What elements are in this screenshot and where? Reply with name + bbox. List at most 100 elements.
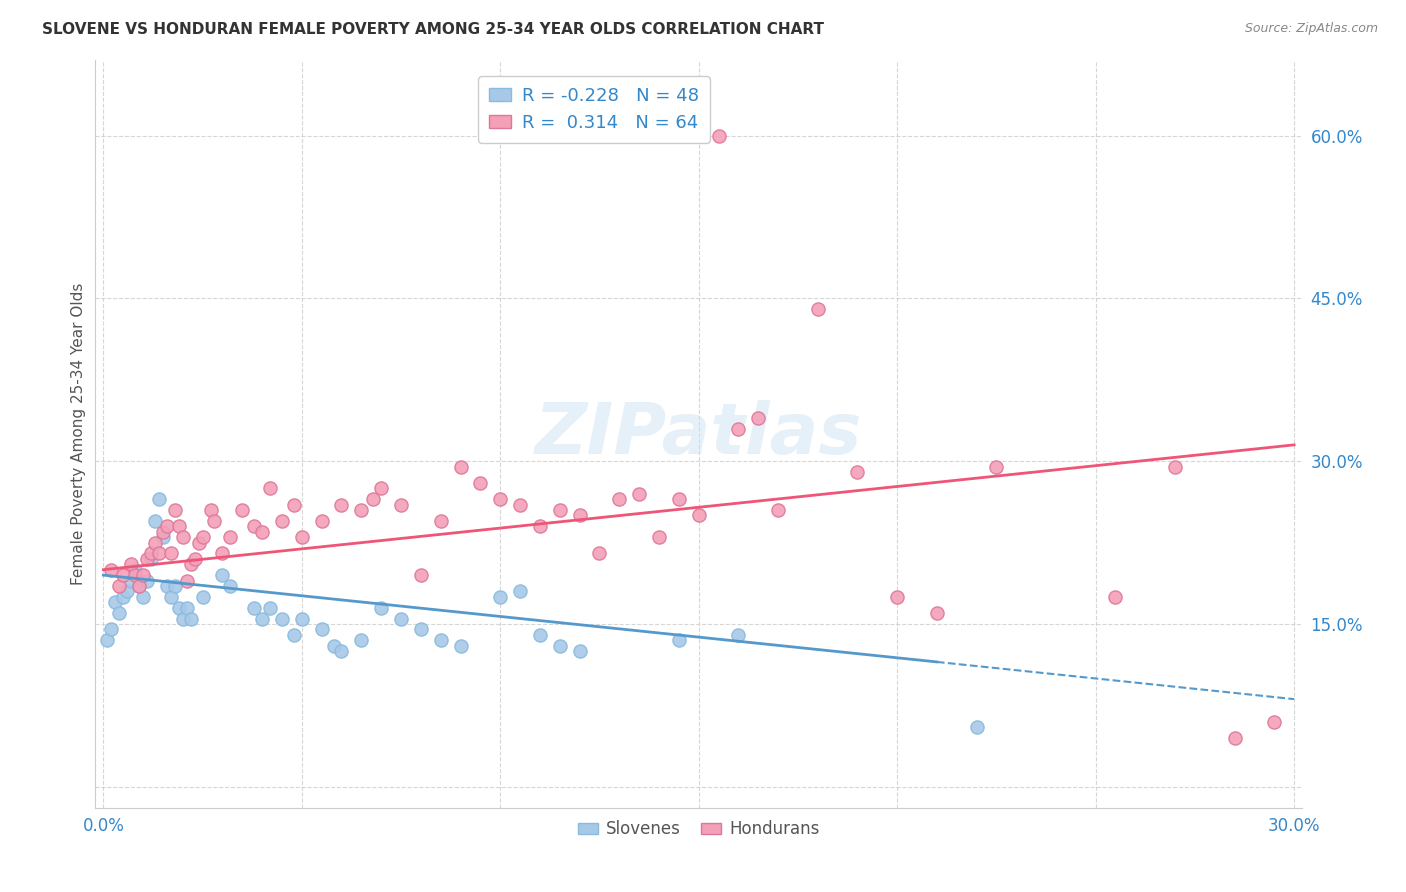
Point — [727, 628, 749, 642]
Point — [148, 492, 170, 507]
Point — [211, 546, 233, 560]
Point — [846, 465, 869, 479]
Point — [568, 508, 591, 523]
Point — [152, 524, 174, 539]
Point — [176, 600, 198, 615]
Point — [283, 628, 305, 642]
Point — [1263, 714, 1285, 729]
Point — [219, 579, 242, 593]
Point — [112, 590, 135, 604]
Point — [124, 563, 146, 577]
Point — [132, 568, 155, 582]
Point — [747, 410, 769, 425]
Point — [100, 623, 122, 637]
Point — [291, 611, 314, 625]
Point — [766, 503, 789, 517]
Text: ZIPatlas: ZIPatlas — [536, 400, 862, 468]
Point — [628, 486, 651, 500]
Point — [204, 514, 226, 528]
Point — [108, 579, 131, 593]
Point — [361, 492, 384, 507]
Point — [143, 514, 166, 528]
Point — [172, 530, 194, 544]
Point — [568, 644, 591, 658]
Point — [163, 579, 186, 593]
Point — [139, 551, 162, 566]
Point — [311, 623, 333, 637]
Point — [167, 600, 190, 615]
Point — [1104, 590, 1126, 604]
Point — [489, 590, 512, 604]
Point — [143, 535, 166, 549]
Y-axis label: Female Poverty Among 25-34 Year Olds: Female Poverty Among 25-34 Year Olds — [72, 283, 86, 585]
Point — [330, 498, 353, 512]
Point — [250, 524, 273, 539]
Point — [250, 611, 273, 625]
Point — [128, 579, 150, 593]
Point — [925, 606, 948, 620]
Point — [470, 475, 492, 490]
Point — [509, 584, 531, 599]
Point — [668, 492, 690, 507]
Point — [529, 519, 551, 533]
Point — [509, 498, 531, 512]
Text: SLOVENE VS HONDURAN FEMALE POVERTY AMONG 25-34 YEAR OLDS CORRELATION CHART: SLOVENE VS HONDURAN FEMALE POVERTY AMONG… — [42, 22, 824, 37]
Point — [132, 590, 155, 604]
Point — [136, 574, 159, 588]
Point — [96, 633, 118, 648]
Point — [807, 302, 830, 317]
Point — [330, 644, 353, 658]
Point — [120, 558, 142, 572]
Point — [100, 563, 122, 577]
Point — [450, 459, 472, 474]
Point — [231, 503, 253, 517]
Point — [200, 503, 222, 517]
Point — [191, 530, 214, 544]
Point — [350, 633, 373, 648]
Point — [112, 568, 135, 582]
Point — [291, 530, 314, 544]
Point — [283, 498, 305, 512]
Point — [163, 503, 186, 517]
Point — [489, 492, 512, 507]
Point — [409, 623, 432, 637]
Point — [707, 128, 730, 143]
Point — [548, 503, 571, 517]
Point — [136, 551, 159, 566]
Point — [966, 720, 988, 734]
Point — [529, 628, 551, 642]
Point — [370, 481, 392, 495]
Point — [450, 639, 472, 653]
Point — [156, 519, 179, 533]
Point — [259, 600, 281, 615]
Point — [211, 568, 233, 582]
Point — [350, 503, 373, 517]
Point — [187, 535, 209, 549]
Point — [271, 514, 294, 528]
Point — [271, 611, 294, 625]
Point — [370, 600, 392, 615]
Point — [588, 546, 610, 560]
Point — [389, 498, 412, 512]
Point — [986, 459, 1008, 474]
Point — [322, 639, 344, 653]
Point — [648, 530, 671, 544]
Point — [108, 606, 131, 620]
Point — [727, 421, 749, 435]
Point — [159, 590, 181, 604]
Point — [183, 551, 205, 566]
Point — [429, 514, 451, 528]
Point — [128, 579, 150, 593]
Point — [139, 546, 162, 560]
Point — [104, 595, 127, 609]
Point — [389, 611, 412, 625]
Point — [409, 568, 432, 582]
Point — [115, 584, 138, 599]
Text: Source: ZipAtlas.com: Source: ZipAtlas.com — [1244, 22, 1378, 36]
Point — [243, 519, 266, 533]
Point — [176, 574, 198, 588]
Point — [120, 574, 142, 588]
Point — [159, 546, 181, 560]
Point — [429, 633, 451, 648]
Point — [1164, 459, 1187, 474]
